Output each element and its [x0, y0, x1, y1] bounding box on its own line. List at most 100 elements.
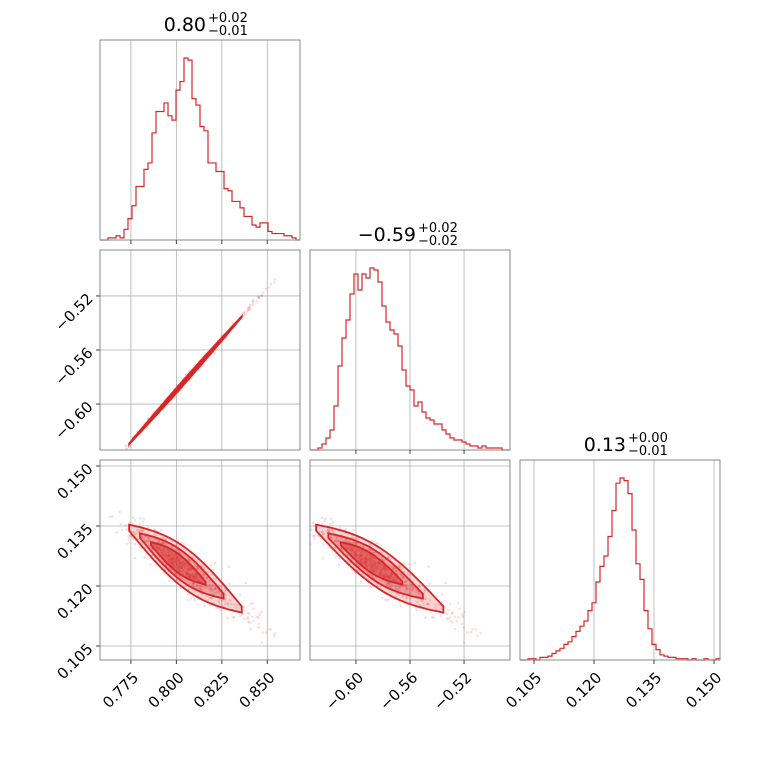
sample-point [187, 572, 191, 575]
sample-point [380, 568, 384, 571]
sample-point [372, 559, 376, 563]
sample-point [351, 536, 354, 539]
sample-point [174, 560, 178, 563]
sample-point [377, 563, 380, 566]
sample-point [340, 536, 343, 540]
sample-point [197, 579, 200, 582]
sample-point [313, 537, 316, 540]
sample-point [247, 308, 250, 311]
sample-point [337, 539, 341, 543]
sample-point [386, 574, 390, 578]
sample-point [386, 583, 389, 586]
sample-point [142, 536, 145, 540]
sample-point [241, 311, 244, 315]
sample-point [383, 575, 387, 578]
sample-point [267, 286, 271, 289]
sample-point [292, 516, 295, 519]
sample-point [199, 587, 202, 590]
sample-point [183, 566, 186, 570]
sample-point [249, 627, 252, 631]
sample-point [194, 576, 197, 579]
sample-point [181, 561, 184, 564]
sample-point [376, 566, 380, 569]
sample-point [375, 541, 378, 545]
sample-point [377, 561, 380, 565]
sample-point [213, 591, 216, 595]
sample-point [209, 587, 212, 590]
sample-point [321, 530, 325, 534]
sample-point [188, 572, 191, 576]
sample-point [193, 572, 197, 576]
sample-point [354, 553, 357, 556]
sample-point [208, 583, 211, 587]
sample-point [392, 576, 396, 580]
sample-point [345, 538, 349, 542]
sample-point [380, 569, 384, 572]
panel-frame [99, 459, 301, 661]
sample-point [381, 596, 384, 600]
sample-point [185, 571, 188, 574]
sample-point [367, 548, 371, 551]
sample-point [244, 581, 247, 585]
sample-point [329, 517, 333, 520]
sample-point [174, 558, 178, 562]
sample-point [329, 536, 333, 539]
sample-point [167, 554, 170, 557]
sample-point [168, 549, 172, 553]
sample-point [190, 582, 194, 585]
sample-point [380, 569, 384, 572]
sample-point [203, 604, 206, 607]
sample-point [198, 586, 201, 590]
title-lower-1: −0.01 [208, 24, 248, 39]
sample-point [397, 586, 400, 590]
sample-point [193, 575, 196, 578]
sample-point [164, 553, 168, 556]
sample-point [369, 565, 373, 569]
sample-point [419, 598, 423, 602]
sample-point [139, 517, 142, 520]
sample-point [192, 577, 196, 580]
sample-point [195, 565, 199, 569]
sample-point [242, 605, 246, 609]
x-tick-label-3: 0.150 [682, 669, 725, 712]
panel-content [124, 278, 277, 450]
sample-point [373, 567, 376, 570]
sample-point [461, 613, 464, 616]
contour-level-2 [139, 532, 225, 600]
sample-point [144, 539, 147, 543]
sample-point [110, 515, 114, 518]
sample-point [182, 560, 185, 563]
sample-point [220, 598, 224, 602]
sample-point [350, 551, 354, 554]
sample-point [373, 563, 377, 567]
sample-point [360, 558, 364, 561]
sample-point [133, 519, 137, 522]
sample-point [359, 558, 362, 561]
sample-point [391, 577, 394, 580]
sample-point [400, 585, 404, 588]
sample-point [179, 561, 182, 565]
sample-point [197, 576, 201, 580]
sample-point [376, 561, 380, 565]
sample-point [377, 553, 380, 557]
sample-point [455, 619, 459, 623]
sample-point [434, 603, 437, 606]
sample-point [348, 545, 351, 548]
sample-point [410, 589, 414, 592]
sample-point [196, 566, 199, 569]
sample-point [469, 631, 473, 634]
sample-point [440, 606, 444, 610]
sample-point [264, 631, 268, 634]
sample-point [391, 576, 394, 579]
sample-point [379, 550, 383, 554]
title-lower-3: −0.01 [628, 444, 668, 459]
sample-point [218, 609, 222, 612]
sample-point [364, 557, 368, 561]
sample-point [424, 616, 428, 619]
sample-point [417, 592, 421, 595]
sample-point [160, 551, 163, 554]
sample-point [365, 563, 369, 567]
sample-point [384, 574, 388, 577]
sample-point [305, 523, 308, 526]
